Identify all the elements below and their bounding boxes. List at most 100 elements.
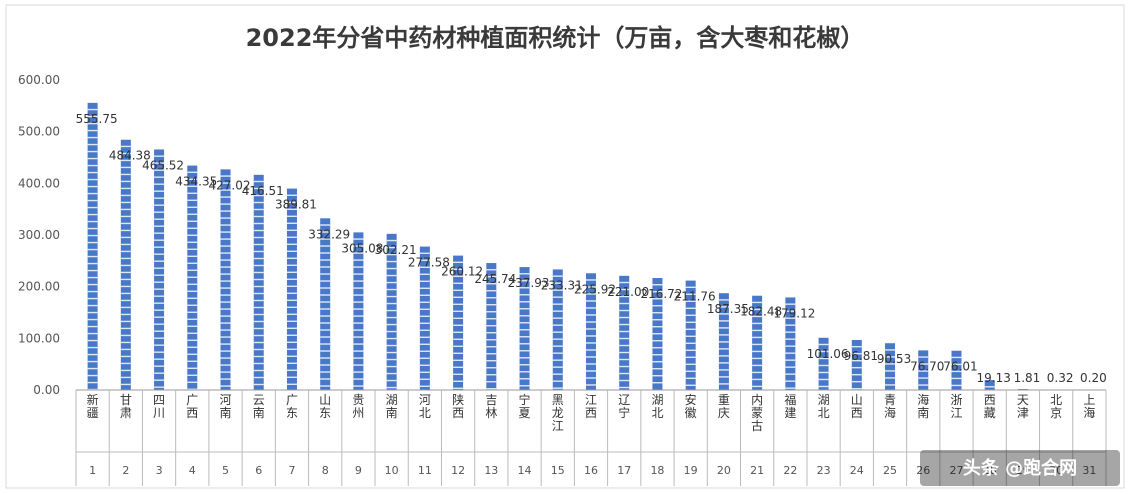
bar-stripe	[552, 317, 563, 319]
bar-stripe	[286, 376, 297, 378]
y-axis: 0.00 100.00 200.00 300.00 400.00 500.00 600.00	[18, 73, 60, 397]
bar-stripe	[685, 384, 696, 386]
bar-stripe	[220, 189, 231, 191]
bar-stripe	[586, 321, 596, 323]
bar-stripe	[419, 329, 430, 331]
bar-stripe	[220, 203, 231, 205]
bar-stripe	[120, 180, 131, 183]
x-category-label: 湖北	[651, 392, 663, 420]
bar-stripe	[918, 363, 929, 365]
bar-stripe	[785, 331, 796, 333]
bar-stripe	[320, 308, 331, 310]
y-tick-label: 400.00	[18, 176, 60, 190]
bar-stripe	[885, 384, 896, 386]
bar	[286, 188, 297, 390]
bar-value-label: 389.81	[275, 198, 317, 212]
bar-stripe	[386, 323, 397, 326]
bar-stripe	[353, 308, 364, 310]
bar-stripe	[87, 136, 98, 139]
bar-stripe	[386, 260, 397, 263]
bar-value-label: 179.12	[773, 306, 815, 320]
bar-stripe	[154, 260, 165, 262]
bar-stripe	[818, 371, 829, 374]
bar-stripe	[918, 384, 929, 386]
bar-stripe	[87, 213, 98, 216]
bar-stripe	[718, 320, 729, 322]
x-category-label: 上海	[1083, 393, 1095, 420]
bar-stripe	[718, 362, 729, 364]
bar-stripe	[386, 351, 397, 354]
bar-stripe	[320, 343, 331, 345]
bar-stripe	[386, 267, 397, 270]
bar-stripe	[286, 313, 297, 315]
bar-stripe	[353, 371, 364, 373]
bar-stripe	[120, 229, 131, 232]
bar-stripe	[419, 294, 430, 296]
bar-stripe	[353, 294, 364, 296]
bar-stripe	[220, 266, 231, 268]
bar-stripe	[253, 215, 264, 218]
bar-stripe	[120, 222, 131, 225]
bar-stripe	[718, 334, 729, 336]
bar-stripe	[386, 379, 397, 382]
bar-stripe	[120, 334, 131, 337]
bar-stripe	[885, 349, 896, 351]
bar-stripe	[187, 199, 198, 201]
bar-stripe	[685, 356, 696, 358]
bar-stripe	[220, 287, 231, 289]
bar-stripe	[619, 351, 630, 354]
x-rank-label: 4	[189, 464, 196, 477]
bar-stripe	[253, 334, 264, 337]
bar-stripe	[87, 164, 98, 167]
bar-stripe	[718, 383, 729, 385]
bar-stripe	[519, 322, 530, 324]
bar-stripe	[87, 311, 98, 314]
x-rank-label: 27	[949, 464, 963, 477]
bar-stripe	[552, 289, 563, 291]
bar-stripe	[519, 329, 530, 331]
bar-stripe	[253, 264, 264, 267]
bar-stripe	[87, 339, 98, 342]
x-rank-label: 12	[451, 464, 465, 477]
x-rank-label: 24	[850, 464, 864, 477]
bar-value-label: 260.12	[441, 265, 483, 279]
bar-stripe	[253, 250, 264, 253]
bar-stripe	[552, 282, 563, 284]
bar-stripe	[652, 340, 663, 342]
bar-value-label: 465.52	[142, 158, 184, 172]
watermark-text: 头条 @跑合网	[963, 457, 1077, 479]
bar-stripe	[353, 378, 364, 380]
bar-stripe	[220, 273, 231, 275]
bar-stripe	[419, 259, 430, 261]
bar-stripe	[187, 171, 198, 173]
bar-value-label: 187.35	[707, 302, 749, 316]
bar-stripe	[320, 385, 331, 387]
bar-stripe	[486, 290, 497, 292]
bar-stripe	[154, 288, 165, 290]
bar-stripe	[619, 330, 630, 333]
bar-stripe	[752, 308, 763, 311]
x-rank-label: 19	[684, 464, 698, 477]
bar-stripe	[685, 328, 696, 330]
bar-stripe	[718, 306, 729, 308]
chart-title: 2022年分省中药材种植面积统计（万亩，含大枣和花椒）	[246, 24, 865, 52]
bar	[320, 218, 331, 390]
bar-stripe	[885, 356, 896, 358]
bar-stripe	[785, 373, 796, 375]
bar-stripe	[818, 364, 829, 367]
bar-stripe	[785, 345, 796, 347]
watermark: 头条 @跑合网	[920, 450, 1120, 486]
y-tick-label: 500.00	[18, 125, 60, 139]
bar-stripe	[154, 295, 165, 297]
bar-stripe	[718, 355, 729, 357]
bar-stripe	[386, 372, 397, 375]
bar-stripe	[286, 208, 297, 210]
bar	[419, 246, 430, 390]
bar-stripe	[253, 257, 264, 260]
bar-stripe	[419, 371, 430, 373]
bar-stripe	[220, 350, 231, 352]
bar-stripe	[386, 365, 397, 368]
bar-stripe	[386, 253, 397, 256]
bar-stripe	[220, 315, 231, 317]
x-category-label: 甘肃	[120, 393, 132, 420]
